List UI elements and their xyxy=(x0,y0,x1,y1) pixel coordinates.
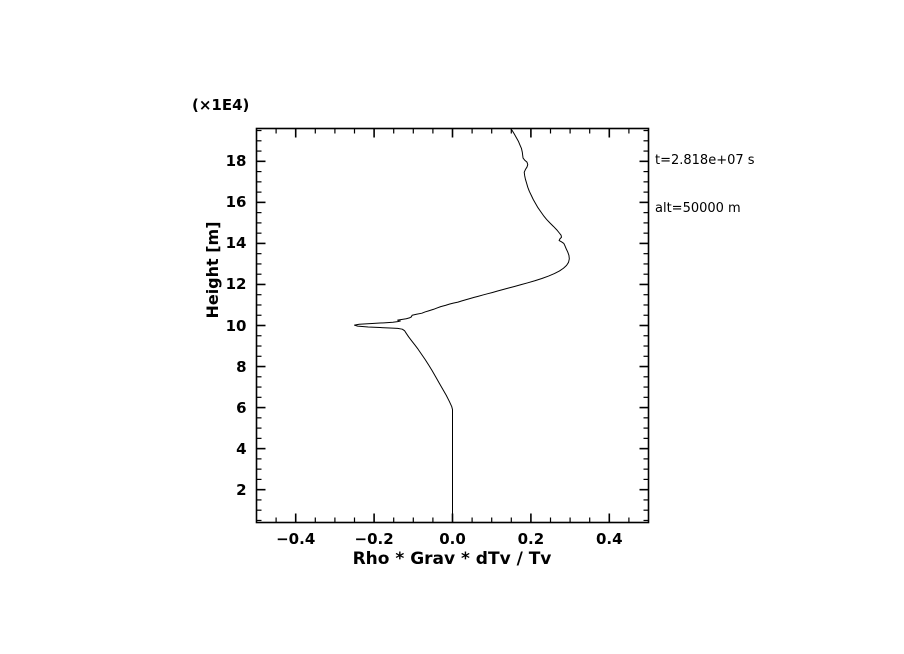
x-tick-label: 0.4 xyxy=(596,529,623,548)
x-axis-title: Rho * Grav * dTv / Tv xyxy=(352,549,552,569)
annotation-block: t=2.818e+07 s alt=50000 m xyxy=(655,121,755,249)
y-tick-label: 8 xyxy=(236,357,247,376)
x-tick-label: 0.2 xyxy=(517,529,545,548)
axis-ticks xyxy=(256,128,649,523)
y-tick-label: 14 xyxy=(225,234,247,253)
y-tick-label: 2 xyxy=(236,480,247,499)
y-tick-label: 4 xyxy=(236,439,247,458)
y-tick-label: 16 xyxy=(225,193,247,212)
x-tick-label: 0.0 xyxy=(439,529,466,548)
annotation-time: t=2.818e+07 s xyxy=(655,153,755,168)
annotation-altitude: alt=50000 m xyxy=(655,201,741,216)
x-tick-label: −0.4 xyxy=(276,529,316,548)
y-tick-label: 12 xyxy=(225,275,247,294)
data-series xyxy=(354,128,570,522)
x-tick-label: −0.2 xyxy=(354,529,394,548)
y-tick-label: 6 xyxy=(236,398,247,417)
series-line-0 xyxy=(354,128,570,522)
y-tick-label: 10 xyxy=(225,316,247,335)
y-tick-label: 18 xyxy=(225,152,247,171)
y-axis-multiplier-label: (×1E4) xyxy=(192,96,250,114)
